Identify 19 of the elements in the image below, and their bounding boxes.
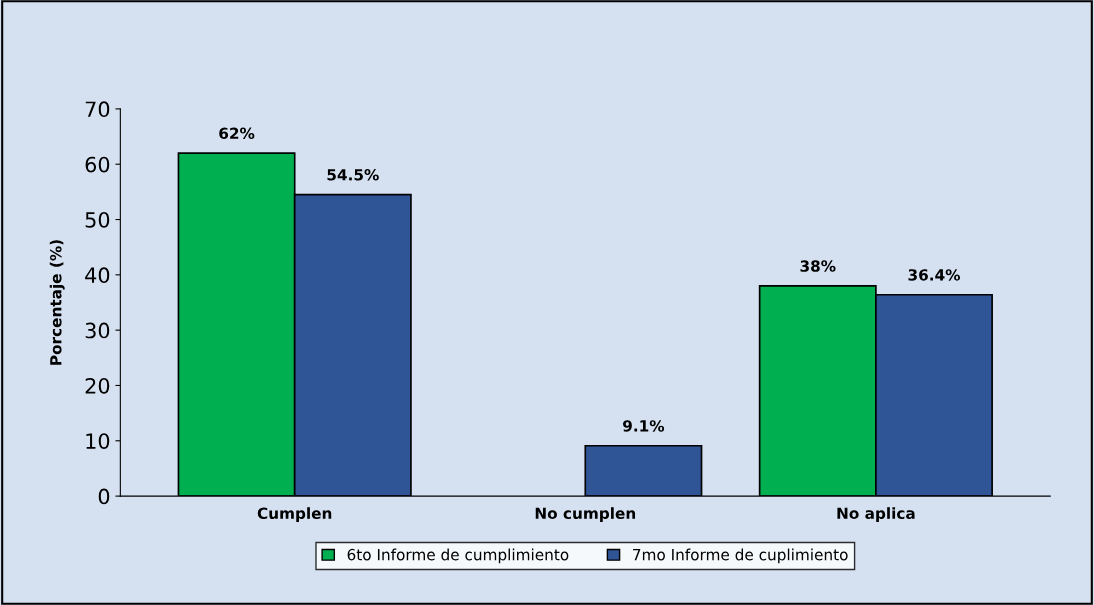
data-label: 36.4%	[908, 269, 961, 281]
x-tick-label: Cumplen	[257, 507, 332, 522]
y-tick-label: 20	[85, 377, 110, 394]
x-tick-label: No aplica	[837, 507, 915, 522]
x-tick-label: No cumplen	[535, 507, 636, 522]
legend-label: 6to Informe de cumplimiento	[347, 548, 569, 564]
data-label: 62%	[219, 127, 255, 140]
y-tick-label: 10	[86, 433, 110, 449]
y-tick-label: 40	[85, 267, 110, 284]
data-label: 9.1%	[623, 420, 665, 432]
y-tick-label: 60	[85, 156, 110, 173]
y-tick-label: 30	[85, 322, 110, 339]
data-label: 54.5%	[327, 169, 379, 181]
legend-label: 7mo Informe de cuplimiento	[633, 548, 848, 564]
y-tick-label: 50	[85, 211, 110, 228]
y-axis-title: Porcentaje (%)	[49, 240, 65, 365]
data-label: 38%	[800, 260, 836, 272]
y-tick-label: 0	[98, 488, 110, 505]
y-tick-label: 70	[85, 101, 110, 118]
